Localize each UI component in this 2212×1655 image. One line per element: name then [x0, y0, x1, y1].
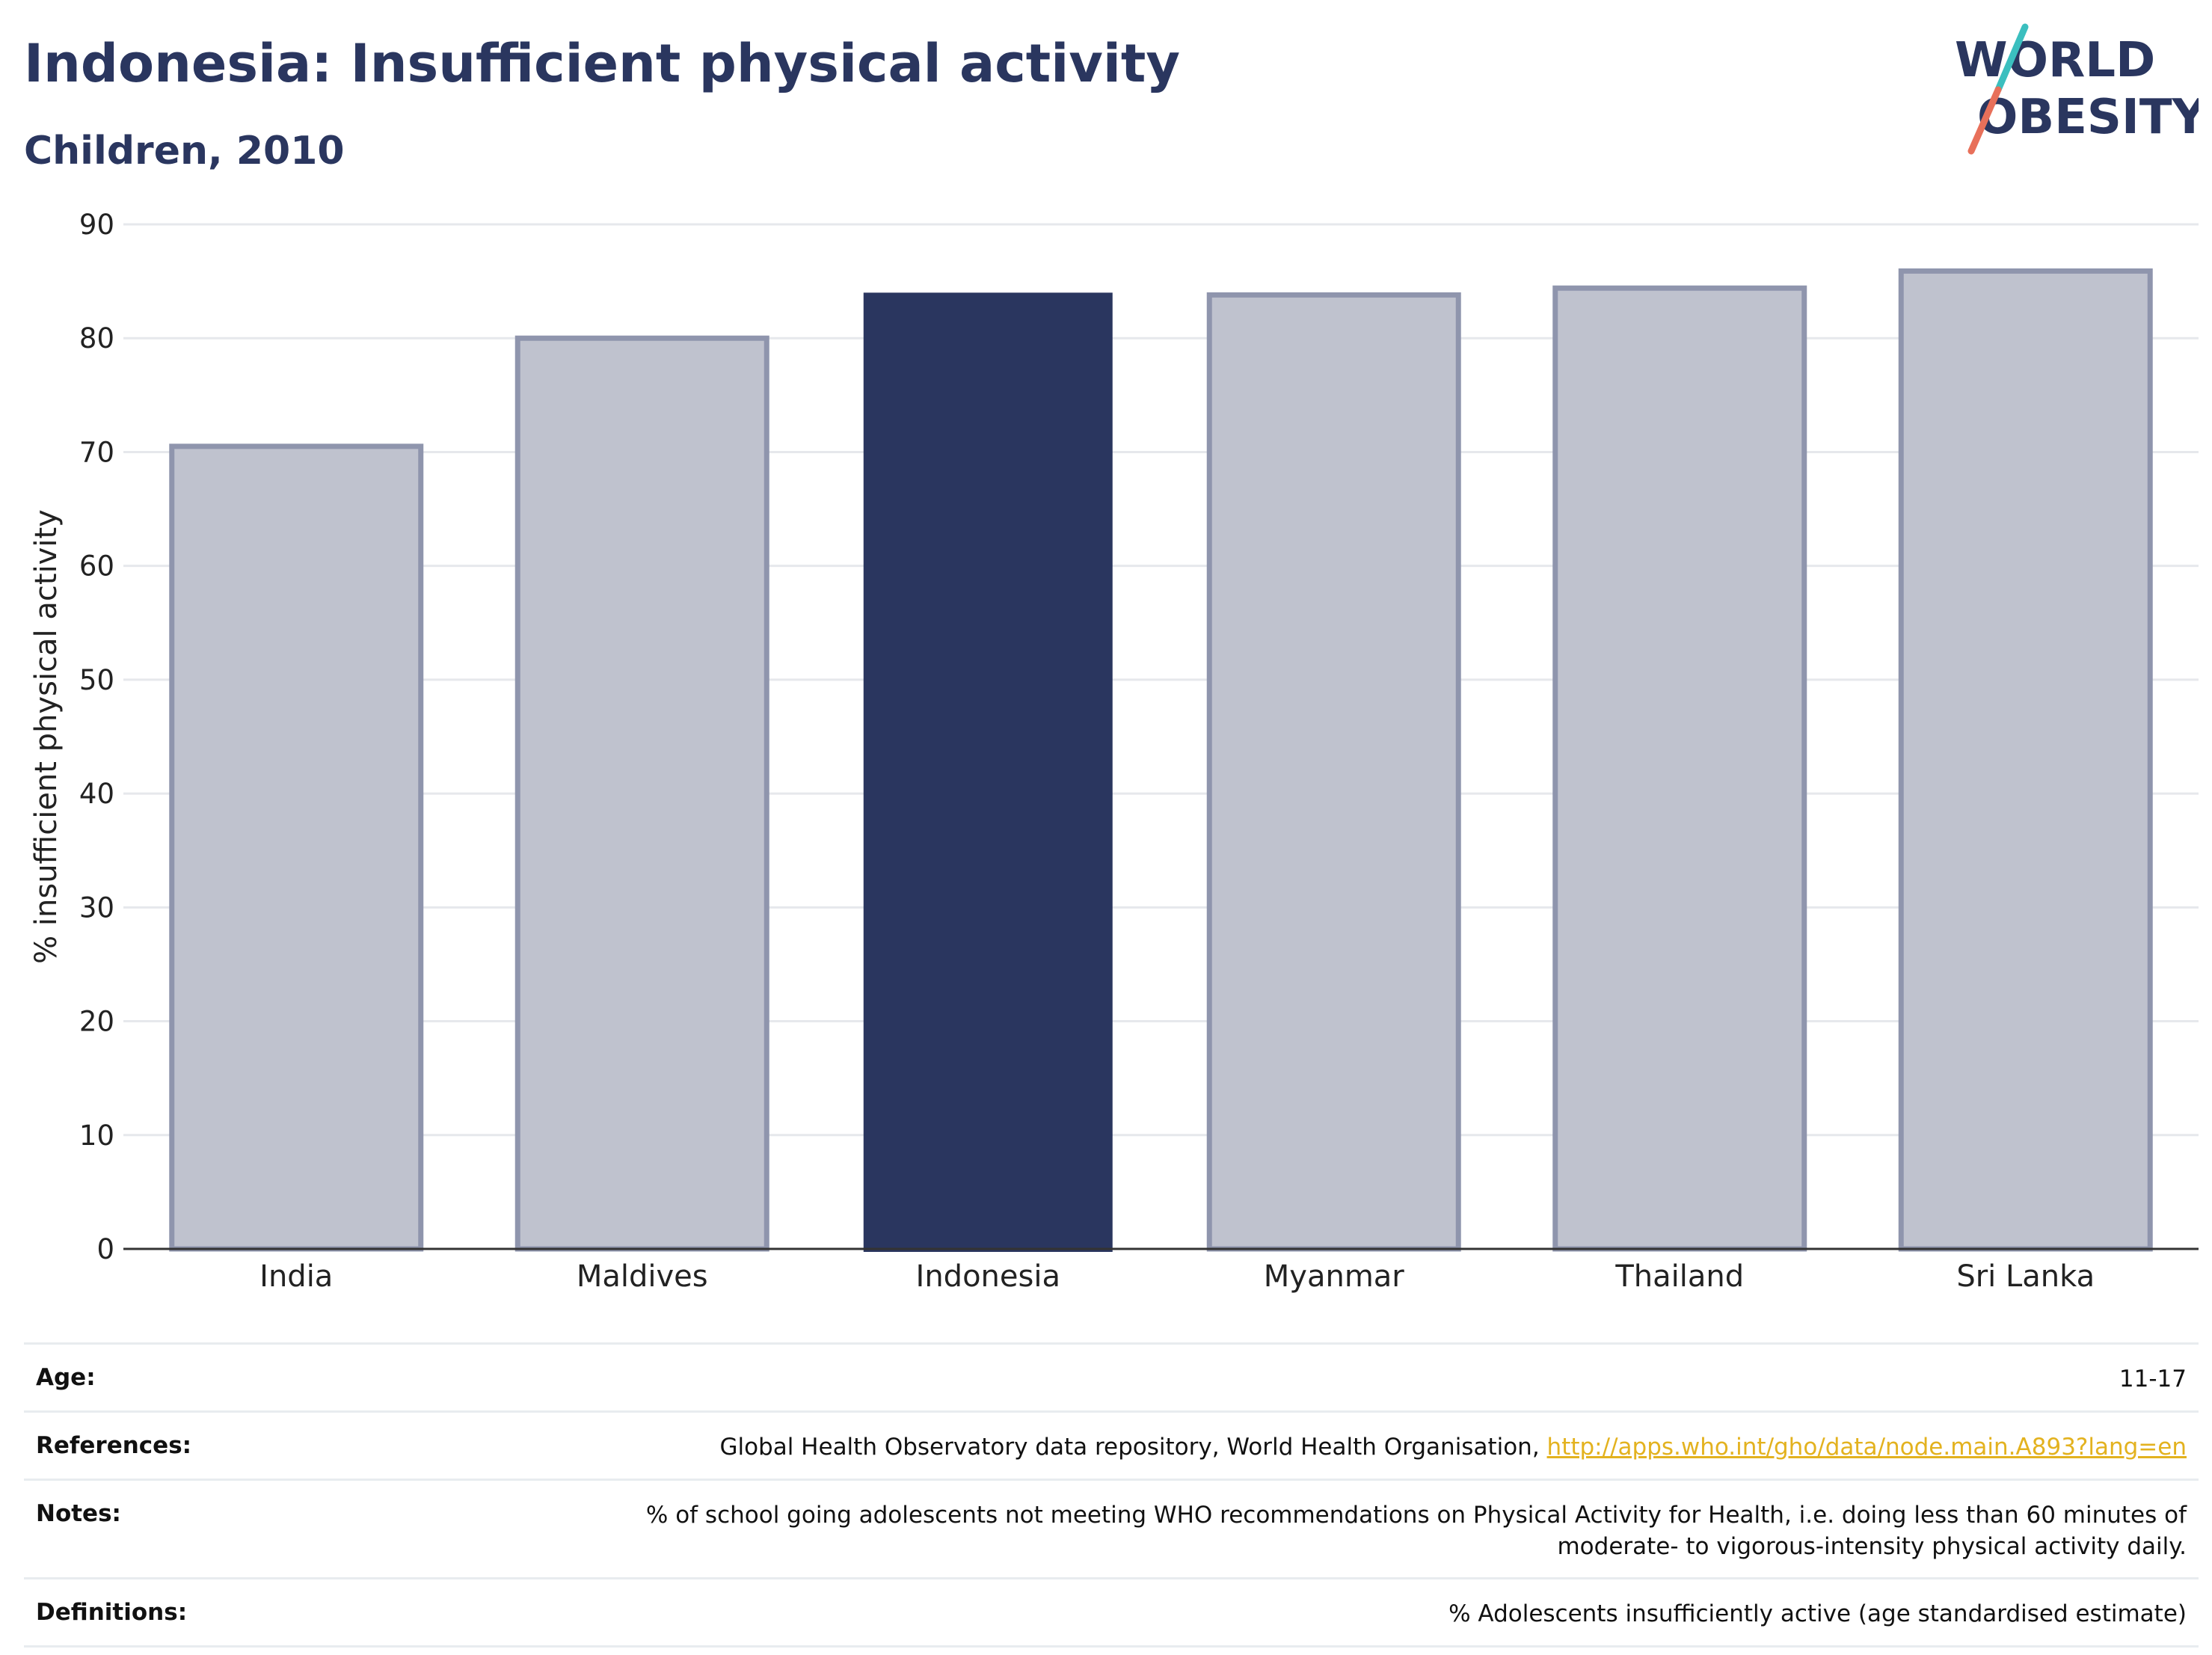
y-tick-label: 10: [79, 1120, 114, 1152]
x-category-label: India: [259, 1259, 333, 1294]
y-axis-title: % insufficient physical activity: [29, 509, 64, 964]
bar-maldives: [514, 335, 769, 1252]
info-table: Age: 11-17 References: Global Health Obs…: [24, 1342, 2199, 1648]
y-tick-label: 0: [96, 1233, 114, 1265]
x-category-label: Sri Lanka: [1956, 1259, 2095, 1294]
reference-text: Global Health Observatory data repositor…: [719, 1433, 1547, 1461]
y-tick-label: 30: [79, 891, 114, 924]
info-row-references: References: Global Health Observatory da…: [24, 1410, 2199, 1479]
bar-indonesia: [863, 292, 1113, 1252]
y-tick-label: 40: [79, 778, 114, 810]
logo-slash-teal: [1994, 23, 2029, 93]
bar-thailand: [1552, 285, 1807, 1252]
page-title: Indonesia: Insufficient physical activit…: [24, 33, 1180, 94]
info-label: Definitions:: [36, 1599, 188, 1627]
page-subtitle: Children, 2010: [24, 129, 345, 174]
logo-slash-coral: [1967, 86, 2002, 155]
y-tick-label: 50: [79, 664, 114, 696]
x-category-label: Myanmar: [1264, 1259, 1405, 1294]
reference-link[interactable]: http://apps.who.int/gho/data/node.main.A…: [1546, 1433, 2187, 1461]
y-tick-label: 70: [79, 436, 114, 468]
bars: [169, 268, 2153, 1252]
logo-line-1: WORLD: [1955, 33, 2155, 88]
info-value: 11-17: [2119, 1366, 2187, 1393]
bar-myanmar: [1206, 292, 1461, 1252]
x-category-label: Thailand: [1615, 1259, 1744, 1294]
bar-sri-lanka: [1898, 268, 2153, 1252]
grid-lines: [123, 223, 2199, 1137]
info-row-notes: Notes: % of school going adolescents not…: [24, 1478, 2199, 1578]
x-category-label: Maldives: [577, 1259, 708, 1294]
info-label: References:: [36, 1431, 192, 1459]
logo-line-2: OBESITY: [1977, 90, 2199, 145]
info-label: Notes:: [36, 1499, 121, 1527]
bar-chart: 0 10 20 30 40 50 60 70 80 90 India Maldives Indones…: [29, 209, 2199, 1294]
y-tick-label: 20: [79, 1006, 114, 1038]
y-tick-label: 80: [79, 322, 114, 354]
info-row-age: Age: 11-17: [24, 1342, 2199, 1410]
y-tick-label: 60: [79, 550, 114, 583]
info-row-definitions: Definitions: % Adolescents insufficientl…: [24, 1577, 2199, 1648]
world-obesity-logo: WORLD OBESITY: [1955, 23, 2199, 155]
info-value-references: Global Health Observatory data repositor…: [719, 1432, 2187, 1464]
bar-india: [169, 443, 424, 1252]
x-category-label: Indonesia: [916, 1259, 1060, 1294]
info-value: % Adolescents insufficiently active (age…: [1448, 1600, 2187, 1628]
x-category-labels: India Maldives Indonesia Myanmar Thailand Sri…: [259, 1259, 2095, 1294]
info-value: % of school going adolescents not meetin…: [645, 1501, 2187, 1560]
y-tick-label: 90: [79, 209, 114, 241]
y-tick-labels: 0 10 20 30 40 50 60 70 80 90: [79, 209, 114, 1265]
info-label: Age:: [36, 1364, 96, 1391]
